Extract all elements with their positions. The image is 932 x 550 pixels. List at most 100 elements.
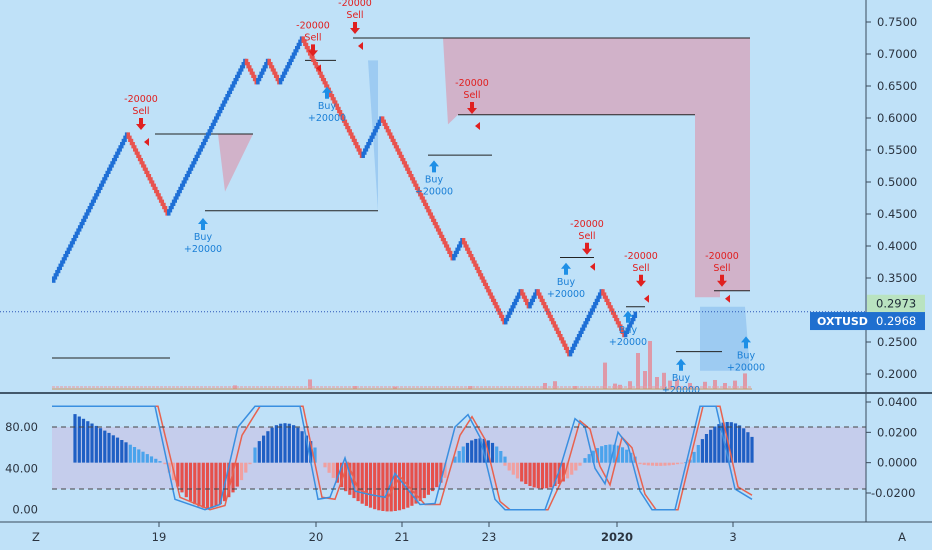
histogram-bar xyxy=(313,447,317,463)
volume-bar xyxy=(655,377,659,389)
indicator-pane[interactable] xyxy=(52,405,866,512)
histogram-bar xyxy=(348,462,352,495)
volume-tick xyxy=(420,386,423,388)
histogram-bar xyxy=(300,431,304,463)
volume-tick xyxy=(616,386,619,388)
histogram-bar xyxy=(675,462,680,465)
buy-signal[interactable]: Buy+20000 xyxy=(415,160,453,197)
zoom-button[interactable]: Z xyxy=(32,530,40,544)
histogram-bar xyxy=(574,462,578,471)
volume-tick xyxy=(580,386,583,388)
volume-tick xyxy=(368,386,371,388)
buy-signal[interactable]: Buy+20000 xyxy=(184,218,222,255)
time-axis[interactable]: 19 20 21 23 2020 3 xyxy=(152,522,737,544)
volume-tick xyxy=(196,386,199,388)
histogram-bar xyxy=(583,458,587,463)
volume-tick xyxy=(392,386,395,388)
histogram-bar xyxy=(304,435,308,463)
volume-tick xyxy=(52,386,55,388)
buy-signal[interactable]: Buy+20000 xyxy=(547,262,585,300)
symbol-name: OXTUSD xyxy=(817,315,868,328)
volume-tick xyxy=(704,386,707,388)
volume-tick xyxy=(668,386,671,388)
exit-marker-icon xyxy=(475,122,480,130)
volume-tick xyxy=(496,386,499,388)
histogram-bar xyxy=(650,462,655,466)
buy-signal[interactable]: Buy+20000 xyxy=(609,310,647,348)
main-pane[interactable]: -20000SellBuy+20000-20000SellBuy+20000-2… xyxy=(0,0,866,396)
renko-brick xyxy=(66,247,71,254)
volume-tick xyxy=(500,386,503,388)
volume-tick xyxy=(296,386,299,388)
histogram-bar xyxy=(373,462,377,510)
buy-label: Buy xyxy=(737,350,756,361)
volume-tick xyxy=(284,386,287,388)
histogram-bar xyxy=(461,446,465,463)
buy-signal[interactable]: Buy+20000 xyxy=(662,358,700,396)
renko-brick xyxy=(158,196,163,203)
volume-tick xyxy=(208,386,211,388)
exit-marker-icon xyxy=(144,138,149,146)
histogram-bar xyxy=(193,462,197,505)
price-axis[interactable]: 0.7500 0.7000 0.6500 0.6000 0.5500 0.5000 0.45… xyxy=(866,15,917,381)
sell-arrow-icon xyxy=(350,22,360,34)
volume-tick xyxy=(304,386,307,388)
indicator-right-axis[interactable]: 0.0400 0.0200 0.0000 -0.0200 xyxy=(866,395,917,500)
renko-brick xyxy=(546,308,550,315)
volume-bar xyxy=(733,380,737,389)
sell-label: Sell xyxy=(346,10,363,21)
buy-signal[interactable]: Buy+20000 xyxy=(308,86,346,124)
volume-tick xyxy=(748,386,751,388)
buy-label: Buy xyxy=(318,101,337,112)
volume-tick xyxy=(724,386,727,388)
buy-amount: +20000 xyxy=(184,244,222,255)
histogram-bar xyxy=(515,462,520,479)
histogram-bar xyxy=(115,437,120,463)
histogram-bar xyxy=(98,428,103,463)
time-tick-label: 21 xyxy=(395,530,410,544)
auto-scale-button[interactable]: A xyxy=(898,530,906,544)
volume-tick xyxy=(376,386,379,388)
histogram-bar xyxy=(499,451,503,463)
histogram-bar xyxy=(524,462,528,484)
volume-tick xyxy=(688,386,691,388)
sell-arrow-icon xyxy=(636,274,646,287)
histogram-bar xyxy=(73,414,77,463)
renko-brick xyxy=(238,68,242,75)
histogram-bar xyxy=(81,418,86,463)
volume-tick xyxy=(612,386,615,388)
histogram-bar xyxy=(124,442,128,463)
shaded-region xyxy=(218,134,253,192)
volume-tick xyxy=(324,386,327,388)
volume-tick xyxy=(488,386,491,388)
histogram-bar xyxy=(107,432,111,463)
histogram-bar xyxy=(608,444,612,463)
volume-tick xyxy=(644,386,647,388)
volume-tick xyxy=(600,386,603,388)
price-tick-label: 0.5500 xyxy=(877,143,917,157)
renko-brick xyxy=(90,199,95,206)
time-tick-label: 2020 xyxy=(601,530,633,544)
indicator-left-tick: 80.00 xyxy=(5,420,38,434)
exit-marker-icon xyxy=(725,294,730,303)
volume-tick xyxy=(260,386,263,388)
histogram-bar xyxy=(750,436,754,463)
histogram-bar xyxy=(435,462,439,488)
histogram-bar xyxy=(368,462,373,508)
exit-marker-icon xyxy=(358,42,363,50)
histogram-bar xyxy=(201,462,205,508)
buy-signal[interactable]: Buy+20000 xyxy=(727,336,765,373)
histogram-bar xyxy=(520,462,524,482)
volume-tick xyxy=(292,386,295,388)
histogram-bar xyxy=(655,462,659,466)
volume-tick xyxy=(516,386,519,388)
histogram-bar xyxy=(642,462,646,465)
